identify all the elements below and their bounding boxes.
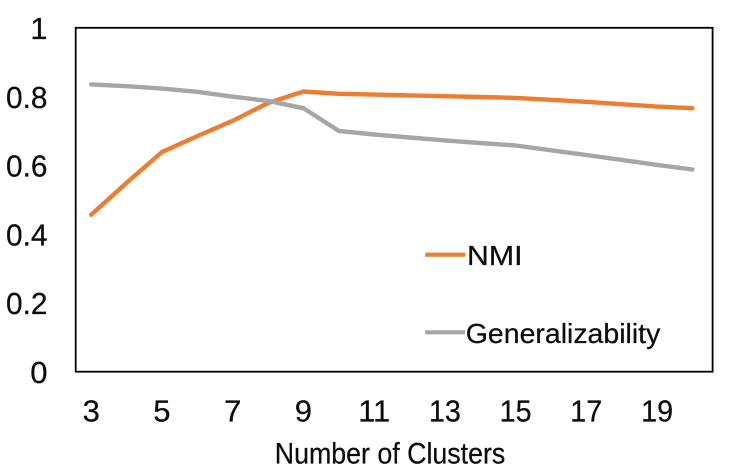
svg-text:5: 5: [153, 394, 170, 429]
svg-text:NMI: NMI: [467, 240, 523, 271]
svg-text:0.2: 0.2: [6, 286, 48, 321]
svg-text:0.8: 0.8: [6, 80, 48, 115]
svg-text:11: 11: [358, 394, 390, 429]
svg-text:Number of Clusters: Number of Clusters: [275, 438, 506, 471]
svg-text:9: 9: [295, 394, 312, 429]
svg-text:1: 1: [30, 11, 47, 46]
svg-text:0.4: 0.4: [6, 217, 48, 252]
svg-text:0: 0: [30, 355, 47, 390]
svg-text:Generalizability: Generalizability: [466, 318, 661, 349]
svg-text:0.6: 0.6: [6, 149, 48, 184]
svg-text:7: 7: [224, 394, 241, 429]
svg-text:19: 19: [641, 394, 673, 429]
svg-text:15: 15: [500, 394, 532, 429]
svg-text:3: 3: [83, 394, 100, 429]
svg-text:17: 17: [570, 394, 602, 429]
svg-text:13: 13: [429, 394, 461, 429]
